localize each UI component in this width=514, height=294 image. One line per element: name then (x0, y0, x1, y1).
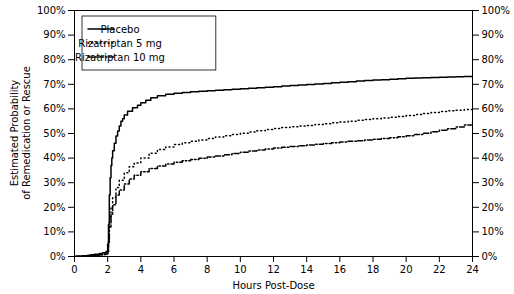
svg-text:0: 0 (71, 264, 77, 275)
svg-text:80%: 80% (482, 54, 504, 65)
svg-text:6: 6 (171, 264, 177, 275)
svg-text:4: 4 (138, 264, 144, 275)
svg-text:30%: 30% (43, 177, 65, 188)
svg-text:10%: 10% (482, 226, 504, 237)
svg-text:20%: 20% (482, 202, 504, 213)
svg-text:Hours Post-Dose: Hours Post-Dose (232, 280, 314, 291)
svg-text:Placebo: Placebo (100, 24, 139, 35)
svg-text:50%: 50% (482, 128, 504, 139)
svg-text:10%: 10% (43, 226, 65, 237)
svg-text:Estimated Probabilityof Remedi: Estimated Probabilityof Remedication or … (9, 66, 32, 200)
svg-text:60%: 60% (43, 103, 65, 114)
svg-text:90%: 90% (43, 29, 65, 40)
svg-text:70%: 70% (43, 79, 65, 90)
svg-text:10: 10 (234, 264, 247, 275)
svg-text:100%: 100% (37, 5, 66, 16)
svg-text:0%: 0% (50, 251, 66, 262)
svg-text:80%: 80% (43, 54, 65, 65)
svg-text:100%: 100% (482, 5, 511, 16)
svg-text:16: 16 (333, 264, 346, 275)
svg-text:12: 12 (267, 264, 280, 275)
svg-text:40%: 40% (43, 152, 65, 163)
svg-text:24: 24 (466, 264, 479, 275)
svg-text:20: 20 (400, 264, 413, 275)
svg-text:30%: 30% (482, 177, 504, 188)
svg-text:8: 8 (204, 264, 210, 275)
svg-text:50%: 50% (43, 128, 65, 139)
svg-text:Rizatriptan 5 mg: Rizatriptan 5 mg (78, 38, 161, 49)
svg-text:20%: 20% (43, 202, 65, 213)
svg-text:14: 14 (300, 264, 313, 275)
svg-text:18: 18 (367, 264, 380, 275)
svg-text:Rizatriptan 10 mg: Rizatriptan 10 mg (75, 52, 165, 63)
svg-text:0%: 0% (482, 251, 498, 262)
svg-text:90%: 90% (482, 29, 504, 40)
svg-text:40%: 40% (482, 152, 504, 163)
svg-text:70%: 70% (482, 79, 504, 90)
svg-text:22: 22 (433, 264, 446, 275)
svg-text:2: 2 (104, 264, 110, 275)
svg-text:60%: 60% (482, 103, 504, 114)
